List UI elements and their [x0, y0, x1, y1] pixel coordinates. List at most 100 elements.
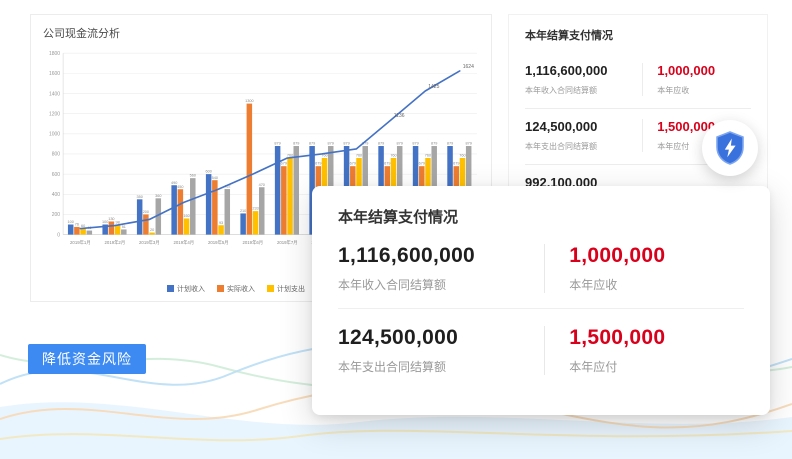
svg-text:560: 560	[190, 174, 196, 178]
card-value: 1,116,600,000	[338, 244, 476, 267]
svg-text:879: 879	[293, 142, 299, 146]
summary-value: 124,500,000	[525, 119, 598, 134]
svg-text:233: 233	[252, 207, 258, 211]
svg-text:760: 760	[287, 154, 293, 158]
legend-swatch	[167, 285, 174, 292]
svg-text:879: 879	[274, 142, 280, 146]
divider	[338, 308, 744, 309]
card-title: 本年结算支付情况	[338, 209, 459, 226]
card-label: 本年收入合同结算额	[338, 278, 447, 292]
shield-icon	[716, 131, 744, 165]
legend-swatch	[217, 285, 224, 292]
summary-income-settled: 1,116,600,000 本年收入合同结算额	[525, 63, 642, 96]
card-value: 124,500,000	[338, 326, 459, 349]
svg-text:540: 540	[212, 176, 218, 180]
svg-text:452: 452	[224, 185, 230, 189]
legend-item[interactable]: 计划支出	[267, 284, 305, 294]
legend-swatch	[267, 285, 274, 292]
svg-text:200: 200	[143, 210, 149, 214]
svg-text:1300: 1300	[245, 99, 253, 103]
card-label: 本年应付	[569, 360, 618, 374]
svg-text:1624: 1624	[463, 64, 474, 70]
svg-text:879: 879	[447, 142, 453, 146]
svg-text:2019年3月: 2019年3月	[139, 239, 160, 246]
svg-text:350: 350	[136, 195, 142, 199]
settlement-detail-card: 本年结算支付情况 1,116,600,000 本年收入合同结算额 1,000,0…	[312, 186, 770, 415]
svg-text:679: 679	[281, 162, 287, 166]
svg-text:60: 60	[81, 224, 85, 228]
cashflow-analysis-panel: 公司现金流分析 0 200 400 600 800 1000 1200 1400 1600 180…	[30, 14, 492, 302]
card-expense-settled: 124,500,000 本年支出合同结算额	[338, 326, 544, 375]
svg-text:760: 760	[321, 154, 327, 158]
summary-panel-title: 本年结算支付情况	[525, 30, 613, 42]
svg-text:879: 879	[309, 142, 315, 146]
card-row-income: 1,116,600,000 本年收入合同结算额 1,000,000 本年应收	[338, 227, 744, 308]
summary-label: 本年收入合同结算额	[525, 86, 597, 95]
svg-text:400: 400	[52, 192, 61, 198]
svg-text:679: 679	[453, 162, 459, 166]
card-label: 本年应收	[569, 278, 618, 292]
svg-text:879: 879	[378, 142, 384, 146]
svg-text:679: 679	[350, 162, 356, 166]
svg-text:879: 879	[397, 142, 403, 146]
svg-text:20: 20	[150, 228, 154, 232]
legend-item[interactable]: 实际收入	[217, 284, 255, 294]
summary-label: 本年应付	[657, 142, 690, 151]
divider	[525, 164, 751, 165]
summary-value-red: 1,000,000	[657, 63, 716, 78]
svg-text:2019年5月: 2019年5月	[208, 239, 229, 246]
lightning-icon	[724, 138, 736, 158]
svg-text:76: 76	[75, 222, 79, 226]
svg-text:760: 760	[425, 154, 431, 158]
summary-label: 本年应收	[657, 86, 690, 95]
summary-value: 1,116,600,000	[525, 63, 608, 78]
summary-row-income: 1,116,600,000 本年收入合同结算额 1,000,000 本年应收	[525, 53, 751, 108]
svg-text:98: 98	[115, 220, 119, 224]
svg-text:0: 0	[57, 232, 60, 238]
summary-receivable: 1,000,000 本年应收	[642, 63, 751, 96]
svg-text:200: 200	[52, 212, 61, 218]
svg-text:93: 93	[219, 221, 223, 225]
svg-text:100: 100	[102, 220, 108, 224]
legend-label: 计划支出	[277, 286, 305, 293]
svg-text:1000: 1000	[49, 132, 60, 138]
svg-text:600: 600	[205, 170, 211, 174]
svg-text:1200: 1200	[49, 111, 60, 117]
summary-row-expense: 124,500,000 本年支出合同结算额 1,500,000 本年应付	[525, 109, 751, 164]
summary-label: 本年支出合同结算额	[525, 142, 597, 151]
cashflow-panel-title: 公司现金流分析	[43, 28, 120, 40]
svg-text:160: 160	[183, 214, 189, 218]
svg-text:490: 490	[171, 181, 177, 185]
background-wave-yellow	[0, 429, 792, 442]
svg-text:879: 879	[362, 142, 368, 146]
svg-text:2019年7月: 2019年7月	[277, 239, 298, 246]
card-receivable: 1,000,000 本年应收	[544, 244, 744, 293]
svg-text:210: 210	[240, 209, 246, 213]
card-row-expense: 124,500,000 本年支出合同结算额 1,500,000 本年应付	[338, 309, 744, 390]
svg-text:760: 760	[390, 154, 396, 158]
shield-lightning-icon[interactable]	[702, 120, 758, 176]
legend-label: 实际收入	[227, 286, 255, 293]
svg-text:1400: 1400	[49, 91, 60, 97]
risk-label: 降低资金风险	[28, 344, 146, 374]
svg-text:800: 800	[52, 152, 61, 158]
svg-text:679: 679	[384, 162, 390, 166]
svg-text:450: 450	[177, 185, 183, 189]
legend-label: 计划收入	[177, 286, 205, 293]
svg-text:679: 679	[419, 162, 425, 166]
svg-text:760: 760	[459, 154, 465, 158]
svg-text:360: 360	[155, 194, 161, 198]
svg-text:2019年6月: 2019年6月	[242, 239, 263, 246]
legend-item[interactable]: 计划收入	[167, 284, 205, 294]
svg-text:470: 470	[259, 183, 265, 187]
svg-text:879: 879	[466, 142, 472, 146]
summary-expense-settled: 124,500,000 本年支出合同结算额	[525, 119, 642, 152]
svg-text:2019年2月: 2019年2月	[105, 239, 126, 246]
svg-text:879: 879	[431, 142, 437, 146]
svg-text:879: 879	[328, 142, 334, 146]
card-income-settled: 1,116,600,000 本年收入合同结算额	[338, 244, 544, 293]
card-payable: 1,500,000 本年应付	[544, 326, 744, 375]
svg-text:1600: 1600	[49, 71, 60, 77]
divider	[525, 108, 751, 109]
svg-text:760: 760	[356, 154, 362, 158]
